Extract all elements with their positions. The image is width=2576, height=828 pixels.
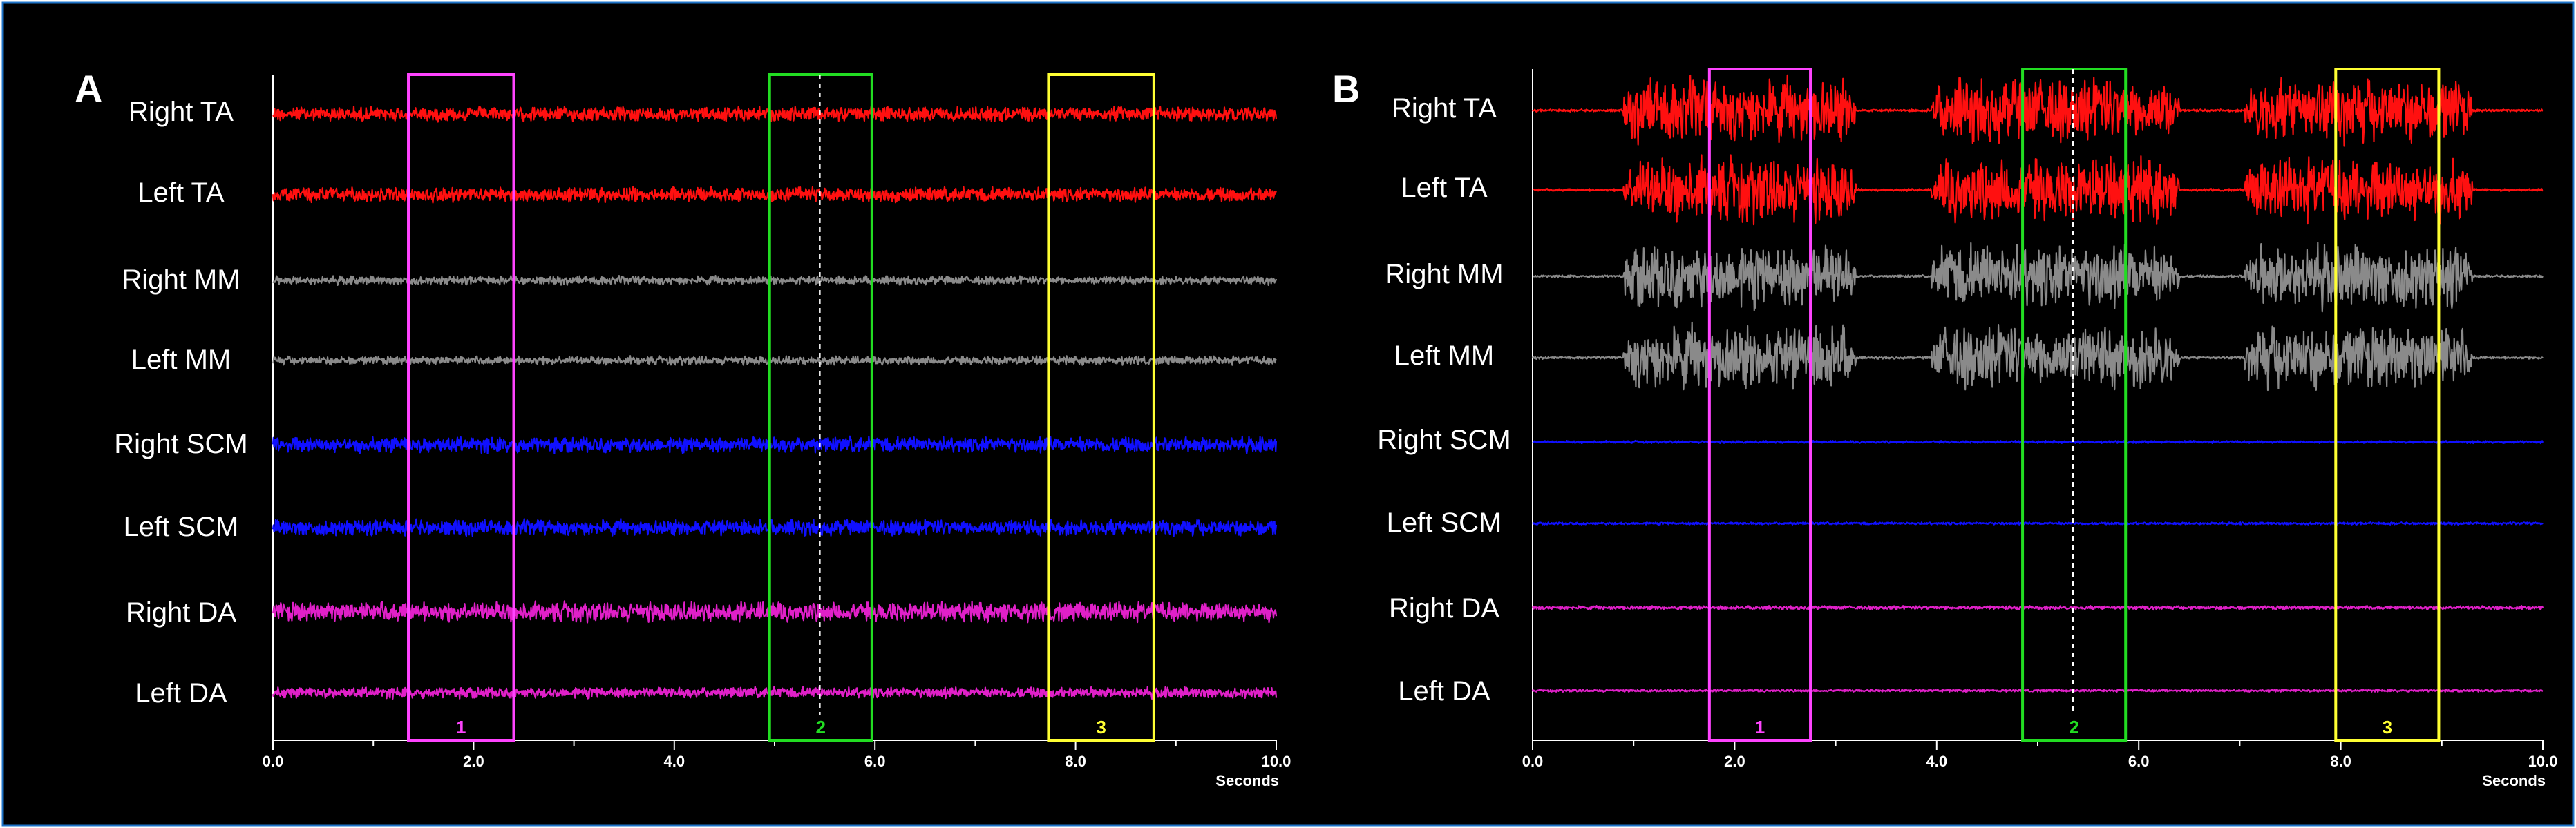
emg-trace-left-mm (1532, 321, 2544, 392)
channel-label: Left DA (135, 678, 227, 709)
x-tick-label: 6.0 (2128, 753, 2150, 770)
x-tick-label: 10.0 (2528, 753, 2558, 770)
channel-label: Left TA (1401, 173, 1488, 203)
x-axis-label: Seconds (2482, 772, 2546, 789)
channel-label: Right DA (1389, 593, 1499, 624)
emg-trace-left-da (1531, 689, 2544, 693)
channel-label: Left TA (138, 177, 225, 208)
emg-trace-left-scm (272, 518, 1278, 537)
emg-trace-right-mm (1532, 242, 2544, 313)
panel-label: A (75, 67, 102, 110)
channel-label: Right DA (126, 597, 236, 628)
window-number-label: 2 (2069, 717, 2078, 738)
channel-label: Right TA (129, 97, 234, 127)
emg-plot: 0.0 2.0 4.0 6.0 8.0 10.0 Seconds 1 2 3 (1522, 68, 2558, 789)
x-tick-label: 0.0 (1522, 753, 1544, 770)
analysis-window-1 (407, 73, 515, 742)
channel-label: Left DA (1398, 676, 1490, 706)
window-number-label: 3 (2383, 717, 2392, 738)
analysis-window-2 (768, 73, 873, 742)
x-tick-label: 4.0 (1926, 753, 1948, 770)
analysis-window-3 (2334, 68, 2441, 742)
channel-label: Left MM (131, 345, 231, 375)
window-number-label: 1 (456, 717, 466, 738)
panel-b: B 0.0 2.0 4.0 6.0 8.0 10.0 Seconds 1 2 3 Right TA… (1332, 67, 2557, 789)
analysis-window-2 (2021, 68, 2128, 742)
channel-label: Left SCM (1387, 508, 1502, 538)
emg-trace-right-ta (1532, 74, 2544, 147)
channel-label: Right SCM (114, 429, 247, 459)
panel-label: B (1332, 67, 1360, 110)
x-tick-label: 8.0 (2330, 753, 2351, 770)
x-tick-label: 2.0 (1724, 753, 1745, 770)
channel-label: Right TA (1392, 93, 1497, 124)
emg-trace-right-ta (272, 106, 1278, 123)
x-tick-label: 2.0 (463, 753, 484, 770)
emg-trace-right-scm (272, 435, 1278, 454)
emg-trace-left-ta (272, 186, 1278, 204)
window-number-label: 3 (1096, 717, 1106, 738)
x-tick-label: 4.0 (664, 753, 685, 770)
channel-label: Right SCM (1377, 425, 1510, 455)
channel-label: Left MM (1394, 340, 1494, 371)
emg-trace-right-da (272, 600, 1278, 624)
x-tick-label: 8.0 (1065, 753, 1086, 770)
emg-trace-left-scm (1532, 521, 2544, 526)
channel-label: Right MM (1385, 259, 1503, 289)
emg-trace-left-mm (272, 355, 1277, 366)
panel-a: A 0.0 2.0 4.0 6.0 8.0 10.0 Seconds 1 2 3 Right TA… (75, 67, 1291, 789)
window-number-label: 2 (816, 717, 826, 738)
channel-label: Left SCM (124, 512, 239, 542)
x-tick-label: 10.0 (1262, 753, 1291, 770)
emg-trace-right-mm (272, 275, 1278, 286)
analysis-window-1 (1707, 68, 1812, 742)
x-tick-label: 6.0 (864, 753, 886, 770)
emg-trace-left-ta (1532, 154, 2544, 226)
channel-labels: Right TA Left TA Right MM Left MM Right SCM L… (1377, 93, 1510, 706)
analysis-window-3 (1047, 73, 1155, 742)
emg-trace-right-da (1531, 605, 2544, 611)
window-number-label: 1 (1755, 717, 1765, 738)
emg-trace-left-da (272, 686, 1278, 700)
emg-plot: 0.0 2.0 4.0 6.0 8.0 10.0 Seconds 1 2 3 (263, 73, 1291, 789)
channel-label: Right MM (122, 264, 240, 295)
emg-trace-right-scm (1532, 440, 2544, 445)
x-axis-label: Seconds (1215, 772, 1279, 789)
x-tick-label: 0.0 (263, 753, 284, 770)
channel-labels: Right TA Left TA Right MM Left MM Right SCM L… (114, 97, 247, 709)
